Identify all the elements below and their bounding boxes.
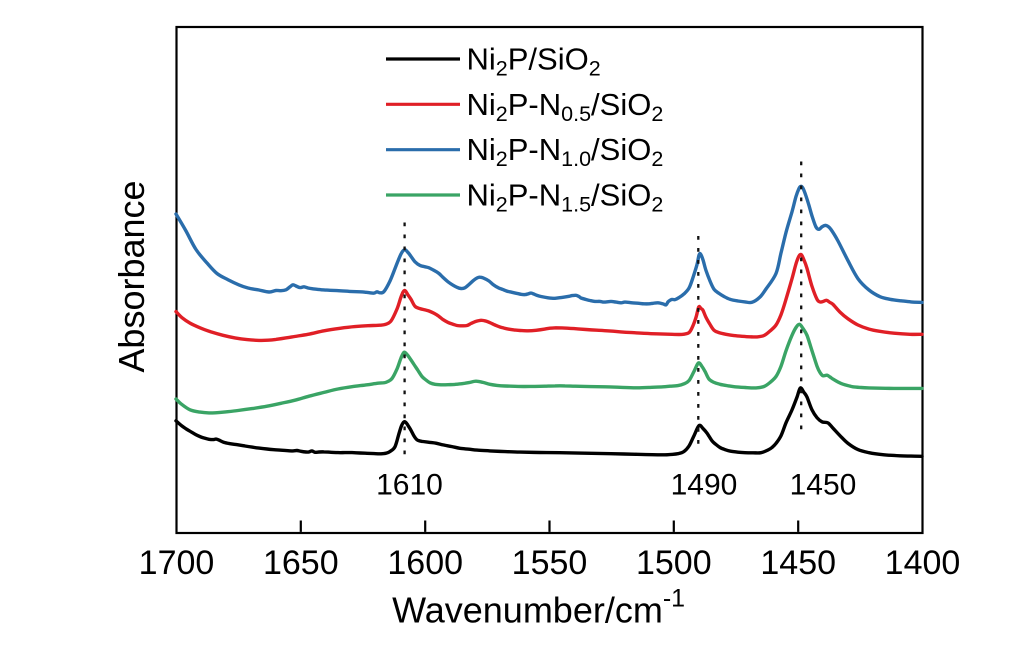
svg-text:1700: 1700 (139, 544, 215, 582)
svg-text:Ni2P-N0.5/SiO2: Ni2P-N0.5/SiO2 (467, 87, 664, 126)
svg-text:Wavenumber/cm-1: Wavenumber/cm-1 (392, 585, 685, 631)
svg-text:1500: 1500 (636, 544, 712, 582)
svg-text:1400: 1400 (885, 544, 961, 582)
svg-text:1450: 1450 (790, 469, 857, 502)
svg-text:Absorbance: Absorbance (111, 180, 152, 372)
svg-text:1610: 1610 (376, 469, 443, 502)
svg-text:1490: 1490 (671, 469, 738, 502)
svg-text:1550: 1550 (512, 544, 588, 582)
svg-text:Ni2P-N1.5/SiO2: Ni2P-N1.5/SiO2 (467, 178, 664, 217)
svg-text:1450: 1450 (760, 544, 836, 582)
svg-text:1600: 1600 (387, 544, 463, 582)
svg-text:Ni2P/SiO2: Ni2P/SiO2 (467, 42, 601, 81)
svg-text:Ni2P-N1.0/SiO2: Ni2P-N1.0/SiO2 (467, 132, 664, 171)
svg-text:1650: 1650 (263, 544, 339, 582)
